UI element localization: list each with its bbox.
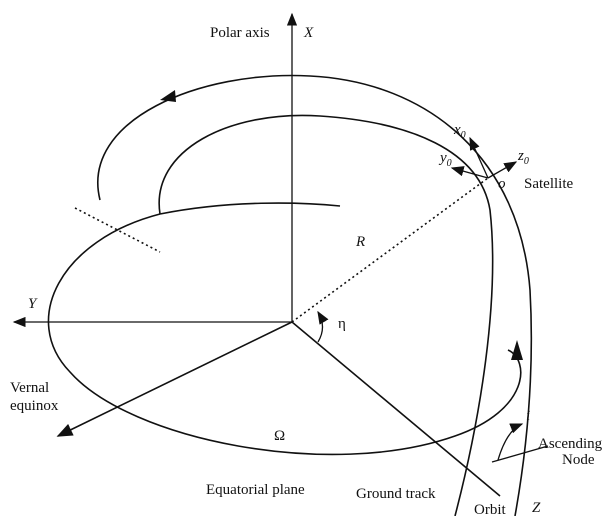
ascending-label: Ascending Node xyxy=(538,436,603,468)
polar-axis-label: Polar axis xyxy=(210,25,270,41)
orbit-label: Orbit xyxy=(474,502,506,516)
z0: z xyxy=(517,148,524,164)
equatorial-plane-top xyxy=(159,202,341,215)
equatorial-label: Equatorial plane xyxy=(206,482,305,498)
ground-track xyxy=(158,114,494,516)
inclination-arc xyxy=(497,423,524,461)
y0-sub: 0 xyxy=(447,158,452,169)
r-label: R xyxy=(355,234,365,250)
eta-label: η xyxy=(338,316,346,332)
satellite-label: Satellite xyxy=(524,176,573,192)
orbit-arrow xyxy=(160,90,176,102)
y0: y xyxy=(438,150,447,166)
orbit xyxy=(97,74,533,516)
ascending-line2: Node xyxy=(562,452,595,468)
o-label: o xyxy=(498,176,506,192)
y0-label: y0 xyxy=(438,150,452,169)
x0: x xyxy=(453,122,461,138)
x0-label: x0 xyxy=(453,122,466,141)
z0-sub: 0 xyxy=(524,156,529,167)
i-label: i xyxy=(526,408,530,424)
vernal-line2: equinox xyxy=(10,398,59,414)
z0-label: z0 xyxy=(517,148,529,167)
z0-axis xyxy=(487,161,518,179)
x0-axis xyxy=(469,136,489,179)
vernal-line1: Vernal xyxy=(10,380,49,396)
z-label: Z xyxy=(532,500,541,516)
eta-arc xyxy=(317,310,329,343)
node-tick xyxy=(491,445,549,463)
y-label: Y xyxy=(28,296,38,312)
vernal-line xyxy=(56,321,293,437)
orbit-arrow-up xyxy=(511,340,523,360)
omega-label: Ω xyxy=(274,428,285,444)
radius-line xyxy=(291,177,489,323)
z-axis-line xyxy=(291,321,501,497)
vernal-label: Vernal equinox xyxy=(10,380,59,414)
ground-track-label: Ground track xyxy=(356,486,436,502)
y0-axis xyxy=(450,166,489,179)
x-label: X xyxy=(303,25,314,41)
node-line xyxy=(74,207,161,253)
ascending-line1: Ascending xyxy=(538,436,603,452)
equatorial-plane xyxy=(47,213,522,456)
x0-sub: 0 xyxy=(461,130,466,141)
